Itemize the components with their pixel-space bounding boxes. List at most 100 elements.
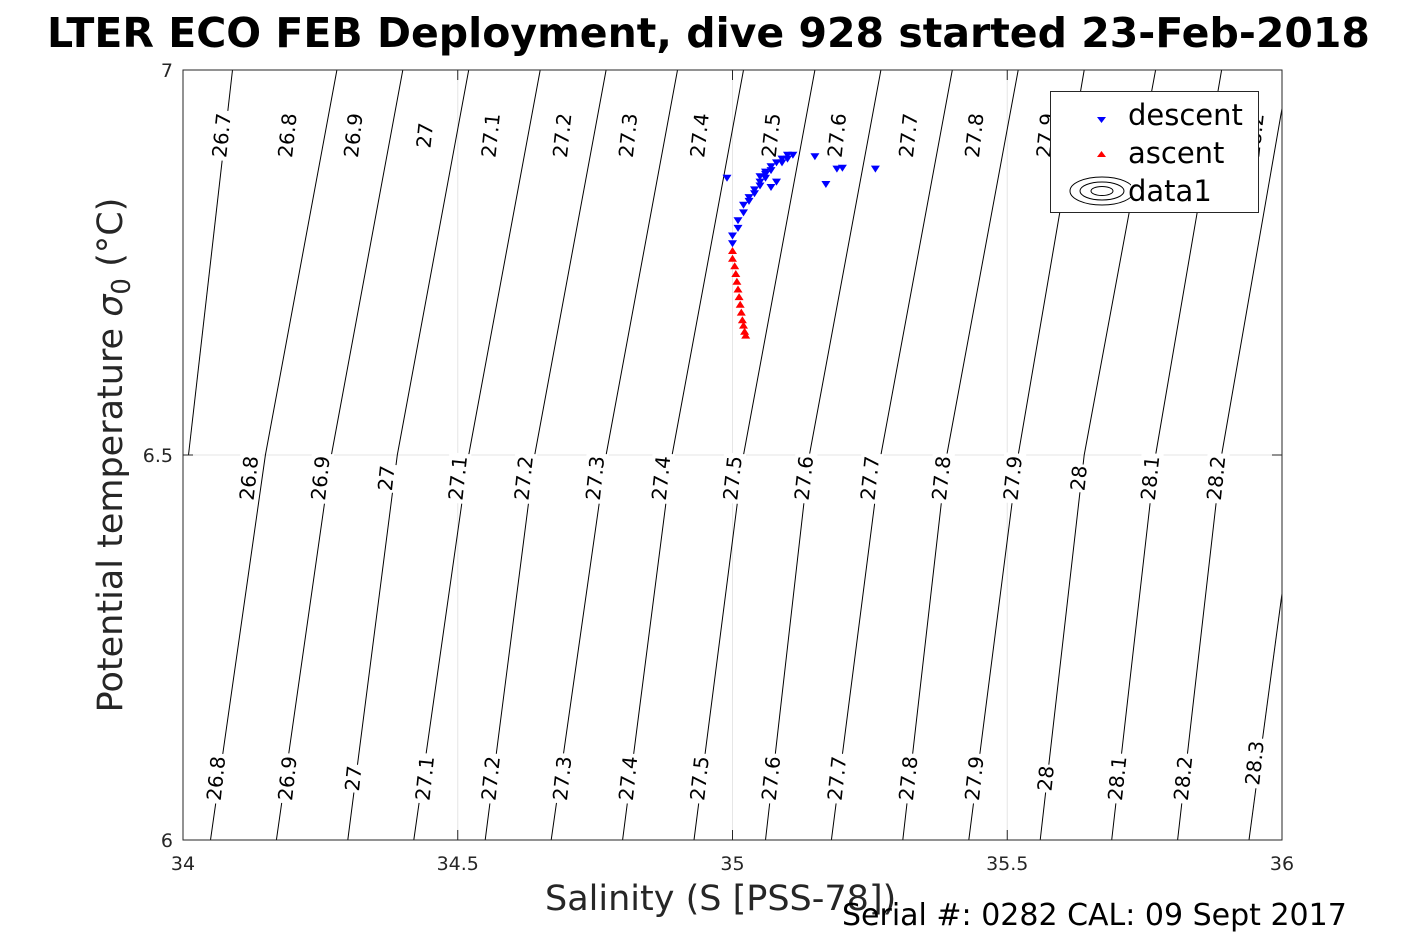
contour-label: 26.8 — [273, 109, 302, 162]
contour-label-text: 27.8 — [927, 455, 956, 502]
contour-label-bg — [790, 452, 818, 505]
contour-label-text: 27.6 — [823, 112, 852, 159]
contour-label-text: 27.1 — [444, 455, 473, 502]
contour-label-text: 27.7 — [856, 455, 885, 502]
contour-label-bg — [614, 109, 642, 162]
contour-label: 28.1 — [1136, 452, 1164, 505]
contour-icon — [1069, 176, 1131, 206]
contour-label-text: 26.7 — [207, 112, 236, 159]
contour-label-text: 27.6 — [757, 755, 786, 802]
legend-label-ascent: ascent — [1128, 136, 1225, 170]
contour-label-bg — [823, 752, 851, 805]
ascent-point — [740, 327, 750, 335]
contour-label-bg — [894, 752, 922, 805]
contour-label-text: 26.8 — [202, 755, 231, 802]
contour-label-text: 27.9 — [998, 455, 1027, 502]
descent-point — [722, 174, 732, 182]
descent-point — [750, 186, 759, 194]
contour-label-bg — [477, 109, 505, 162]
descent-point — [733, 217, 743, 225]
contour-label-bg — [1066, 463, 1092, 494]
ascent-point — [728, 247, 737, 254]
contour-label: 27.4 — [647, 452, 675, 505]
contour-label-text: 28.3 — [1240, 740, 1269, 787]
descent-point — [766, 184, 776, 191]
density-contour-line — [1177, 108, 1282, 840]
contour-label-bg — [894, 109, 922, 162]
descent-point — [810, 153, 820, 161]
contour-label: 27.7 — [856, 452, 885, 505]
contour-label: 28.2 — [1202, 452, 1231, 505]
ascent-point — [735, 300, 745, 308]
contour-label-bg — [757, 109, 785, 162]
descent-point — [788, 151, 798, 159]
contour-label-bg — [373, 463, 399, 494]
ascent-point — [737, 316, 747, 324]
x-tick-label: 35.5 — [986, 853, 1028, 875]
contour-label: 27 — [412, 120, 438, 151]
x-tick-label: 34 — [171, 853, 195, 875]
contour-label-text: 27.8 — [960, 112, 989, 159]
legend-label-data1: data1 — [1128, 174, 1212, 208]
y-axis-label-unit: (°C) — [91, 197, 131, 267]
contour-label-text: 27.5 — [757, 112, 786, 159]
contour-label: 27 — [340, 763, 367, 794]
contour-label-text: 27.6 — [790, 455, 819, 502]
serial-calibration-note: Serial #: 0282 CAL: 09 Sept 2017 — [842, 898, 1347, 933]
contour-label-bg — [444, 452, 472, 505]
legend-item-descent: descent — [1051, 96, 1260, 134]
contour-label-text: 26.9 — [273, 755, 302, 802]
contour-label-text: 26.8 — [235, 455, 264, 502]
contour-label-bg — [306, 452, 334, 505]
contour-label-text: 27.1 — [476, 112, 505, 159]
contour-label-text: 28.2 — [1202, 455, 1231, 502]
contour-label-bg — [757, 752, 785, 805]
descent-point — [777, 159, 787, 167]
contour-label-text: 28.2 — [1169, 755, 1198, 802]
descent-point — [750, 190, 759, 198]
contour-label: 26.8 — [202, 752, 231, 805]
descent-point — [783, 155, 792, 163]
contour-label-text: 27.3 — [614, 112, 643, 159]
ascent-point — [733, 285, 743, 293]
ascent-point — [728, 254, 737, 262]
contour-label-bg — [202, 752, 230, 805]
contour-label-text: 27.3 — [581, 455, 610, 502]
descent-point — [761, 168, 770, 176]
contour-label: 27.6 — [757, 752, 786, 805]
contour-label-bg — [1202, 452, 1230, 505]
y-tick-label: 6 — [161, 830, 173, 852]
data-points — [722, 151, 880, 339]
contour-label-bg — [340, 763, 366, 794]
contour-label: 27.4 — [614, 752, 643, 805]
descent-point — [739, 201, 748, 209]
contour-label: 28.2 — [1169, 752, 1198, 805]
contour-label-text: 27.4 — [614, 755, 643, 802]
descent-point — [739, 209, 748, 217]
contour-label: 26.9 — [339, 109, 368, 162]
contour-label-bg — [1169, 752, 1197, 805]
x-tick-label: 34.5 — [437, 853, 479, 875]
contour-label: 27.9 — [998, 452, 1027, 505]
contour-label-text: 26.9 — [306, 455, 335, 502]
contour-label: 27.2 — [509, 452, 538, 505]
descent-point — [755, 173, 765, 181]
contour-label-bg — [647, 452, 675, 505]
contour-label-text: 27.2 — [548, 112, 577, 159]
y-axis-label-symbol: σ — [91, 294, 131, 317]
legend-item-data1: data1 — [1051, 172, 1260, 210]
contour-label: 27.6 — [823, 109, 852, 162]
descent-point — [744, 194, 754, 202]
contour-label-text: 28 — [1065, 464, 1092, 492]
legend: descent ascent data1 — [1050, 91, 1259, 213]
contour-label: 27.7 — [823, 752, 851, 805]
contour-label: 27.3 — [614, 109, 643, 162]
contour-label-bg — [235, 452, 263, 505]
contour-label: 28 — [1065, 463, 1092, 494]
contour-label-bg — [1033, 763, 1059, 794]
contour-label-bg — [960, 752, 988, 805]
ascent-point — [736, 308, 746, 316]
contour-label-bg — [823, 109, 851, 162]
ascent-point — [734, 293, 744, 301]
